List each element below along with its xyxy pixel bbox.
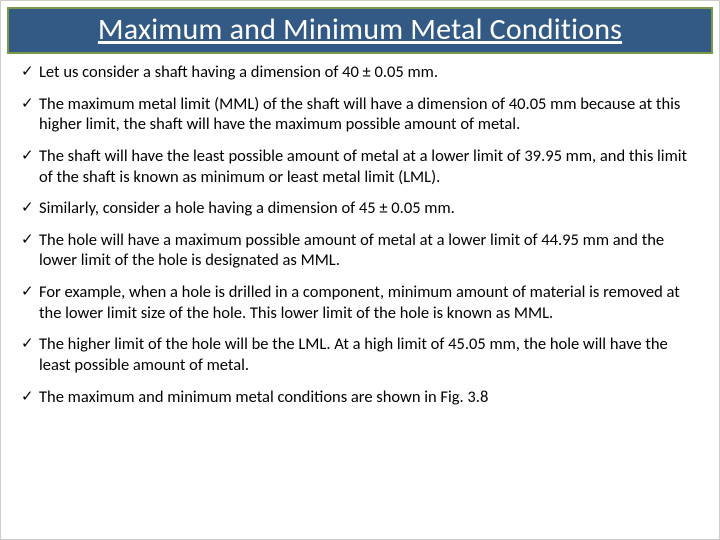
check-icon: ✓: [21, 334, 39, 354]
check-icon: ✓: [21, 230, 39, 250]
list-item-text: The maximum metal limit (MML) of the sha…: [39, 94, 699, 135]
list-item-text: Let us consider a shaft having a dimensi…: [39, 62, 699, 83]
list-item-text: For example, when a hole is drilled in a…: [39, 282, 699, 323]
check-icon: ✓: [21, 94, 39, 114]
check-icon: ✓: [21, 146, 39, 166]
list-item-text: The hole will have a maximum possible am…: [39, 230, 699, 271]
bullet-list: ✓ Let us consider a shaft having a dimen…: [1, 54, 719, 428]
list-item-text: The shaft will have the least possible a…: [39, 146, 699, 187]
list-item-text: Similarly, consider a hole having a dime…: [39, 198, 699, 219]
check-icon: ✓: [21, 387, 39, 407]
check-icon: ✓: [21, 198, 39, 218]
title-bar: Maximum and Minimum Metal Conditions: [7, 7, 713, 54]
list-item-text: The higher limit of the hole will be the…: [39, 334, 699, 375]
list-item: ✓ Let us consider a shaft having a dimen…: [21, 62, 699, 83]
list-item: ✓ The hole will have a maximum possible …: [21, 230, 699, 271]
list-item: ✓ The maximum and minimum metal conditio…: [21, 387, 699, 408]
check-icon: ✓: [21, 62, 39, 82]
list-item: ✓ The maximum metal limit (MML) of the s…: [21, 94, 699, 135]
list-item: ✓ The shaft will have the least possible…: [21, 146, 699, 187]
list-item: ✓ Similarly, consider a hole having a di…: [21, 198, 699, 219]
list-item: ✓ For example, when a hole is drilled in…: [21, 282, 699, 323]
list-item: ✓ The higher limit of the hole will be t…: [21, 334, 699, 375]
page-title: Maximum and Minimum Metal Conditions: [17, 11, 703, 48]
list-item-text: The maximum and minimum metal conditions…: [39, 387, 699, 408]
check-icon: ✓: [21, 282, 39, 302]
